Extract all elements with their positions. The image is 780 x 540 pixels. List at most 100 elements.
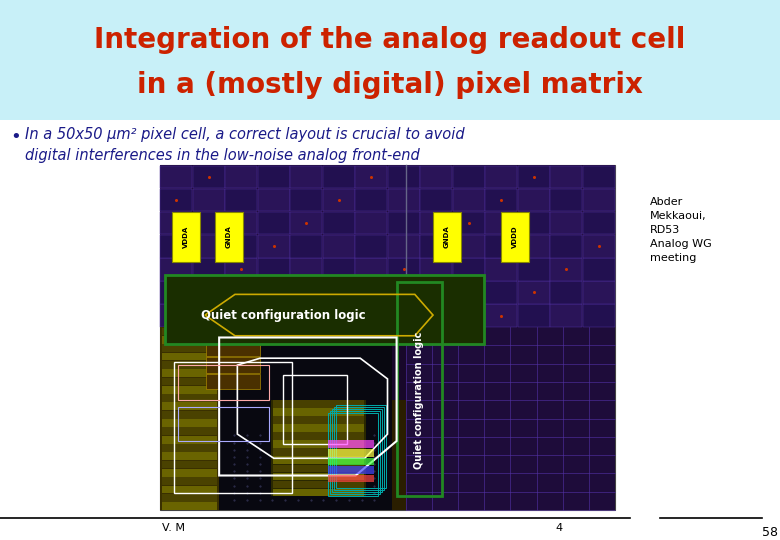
Bar xyxy=(485,235,517,258)
Bar xyxy=(452,212,484,234)
Bar xyxy=(322,281,354,304)
Bar xyxy=(162,477,217,485)
Bar xyxy=(322,305,354,327)
Bar xyxy=(388,281,420,304)
Bar xyxy=(485,281,517,304)
Bar xyxy=(193,165,225,188)
Text: GNDA: GNDA xyxy=(226,225,232,248)
Bar xyxy=(162,461,217,468)
Text: digital interferences in the low-noise analog front-end: digital interferences in the low-noise a… xyxy=(25,148,420,163)
Bar xyxy=(550,235,582,258)
Bar xyxy=(420,212,452,234)
Bar xyxy=(178,407,269,441)
Bar xyxy=(550,165,582,188)
Bar xyxy=(332,409,382,492)
Bar xyxy=(178,365,269,400)
Bar xyxy=(215,212,243,261)
Bar xyxy=(257,188,289,211)
Bar xyxy=(517,165,549,188)
Bar xyxy=(162,444,217,452)
Bar xyxy=(517,281,549,304)
Bar xyxy=(328,449,374,456)
Bar xyxy=(273,424,364,432)
Bar xyxy=(225,258,257,281)
Bar xyxy=(328,414,378,496)
Bar xyxy=(583,188,615,211)
Bar xyxy=(322,165,354,188)
Bar xyxy=(160,305,192,327)
Bar xyxy=(257,235,289,258)
Bar xyxy=(225,235,257,258)
Bar xyxy=(331,411,381,494)
Bar xyxy=(388,165,420,188)
Bar xyxy=(273,448,364,456)
Bar xyxy=(355,305,387,327)
Bar xyxy=(583,305,615,327)
Bar xyxy=(388,235,420,258)
Text: 58: 58 xyxy=(762,525,778,538)
Bar xyxy=(355,258,387,281)
Bar xyxy=(406,165,615,327)
Bar xyxy=(517,235,549,258)
Bar xyxy=(550,305,582,327)
Bar xyxy=(257,281,289,304)
Bar xyxy=(162,402,217,410)
Text: V. M: V. M xyxy=(162,523,185,533)
Bar xyxy=(205,357,260,373)
Bar xyxy=(162,427,217,435)
Bar xyxy=(257,212,289,234)
Bar xyxy=(290,258,322,281)
Bar xyxy=(420,281,452,304)
Bar xyxy=(485,258,517,281)
Bar xyxy=(452,305,484,327)
Bar xyxy=(355,212,387,234)
Bar xyxy=(290,305,322,327)
Bar xyxy=(388,188,420,211)
Bar xyxy=(162,353,217,360)
Bar xyxy=(273,408,364,416)
Bar xyxy=(165,275,484,345)
Bar xyxy=(257,258,289,281)
Bar xyxy=(433,212,461,261)
Bar xyxy=(388,305,420,327)
Bar xyxy=(452,165,484,188)
Bar xyxy=(162,469,217,477)
Bar xyxy=(273,464,364,472)
Bar xyxy=(160,281,192,304)
Bar xyxy=(225,305,257,327)
Bar xyxy=(257,305,289,327)
Bar xyxy=(162,502,217,510)
Bar xyxy=(396,282,442,496)
Text: 4: 4 xyxy=(555,523,562,533)
Bar xyxy=(290,188,322,211)
Bar xyxy=(219,330,392,510)
Text: In a 50x50 μm² pixel cell, a correct layout is crucial to avoid: In a 50x50 μm² pixel cell, a correct lay… xyxy=(25,127,465,142)
Bar xyxy=(336,406,386,488)
Bar xyxy=(162,453,217,460)
Bar xyxy=(322,235,354,258)
Bar xyxy=(485,165,517,188)
Bar xyxy=(160,212,192,234)
Bar xyxy=(355,165,387,188)
Text: GNDA: GNDA xyxy=(444,225,450,248)
Bar xyxy=(205,340,260,356)
Bar xyxy=(322,212,354,234)
Bar xyxy=(328,475,374,482)
Bar xyxy=(162,345,217,352)
Bar xyxy=(452,258,484,281)
Bar xyxy=(420,188,452,211)
Bar xyxy=(273,400,364,408)
Bar xyxy=(193,212,225,234)
Bar xyxy=(162,394,217,402)
Text: Integration of the analog readout cell: Integration of the analog readout cell xyxy=(94,26,686,54)
Text: in a (mostly digital) pixel matrix: in a (mostly digital) pixel matrix xyxy=(137,71,643,99)
Bar xyxy=(162,386,217,394)
Bar xyxy=(162,336,217,344)
Bar xyxy=(283,375,346,444)
Bar xyxy=(452,235,484,258)
Bar xyxy=(322,258,354,281)
Bar xyxy=(392,400,406,510)
Bar xyxy=(550,281,582,304)
Bar xyxy=(485,305,517,327)
Bar xyxy=(328,466,374,474)
